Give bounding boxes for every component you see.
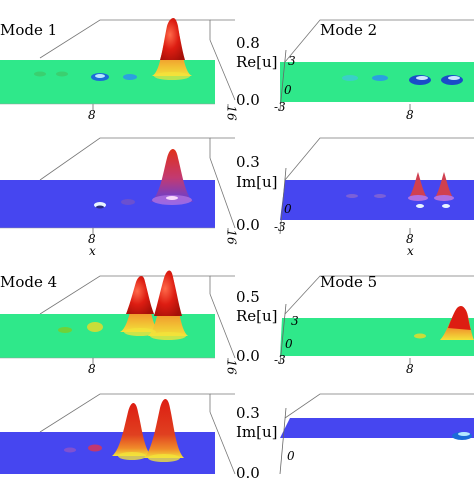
scale-axis-label: Re[u] xyxy=(236,307,278,325)
bump xyxy=(88,444,102,452)
y-tick: -3 xyxy=(274,220,286,234)
bump xyxy=(58,327,72,333)
panel-mode4-im: 0.3 Im[u] 0.0 0 xyxy=(0,378,474,482)
peak xyxy=(150,149,194,202)
peak xyxy=(112,403,152,456)
x-axis-label: x xyxy=(407,244,414,258)
dip xyxy=(123,74,137,80)
x-tick: 8 xyxy=(406,362,414,376)
y-tick: 0 xyxy=(284,202,292,216)
scale-bottom: 0.0 xyxy=(236,91,260,109)
surface-floor xyxy=(280,418,474,438)
mode-label: Mode 4 xyxy=(0,273,58,291)
scale-axis-label: Im[u] xyxy=(236,173,278,191)
scale-top: 0.3 xyxy=(236,404,260,422)
x-tick: 8 xyxy=(88,362,96,376)
peak xyxy=(410,172,426,196)
scale-top: 0.5 xyxy=(236,288,260,306)
bump xyxy=(34,71,46,77)
x-tick: 16 xyxy=(224,229,239,245)
panel-mode1-im: 0.3 Im[u] 0.0 8 16 x 0 -3 8 x xyxy=(0,118,474,258)
x-tick: 8 xyxy=(88,108,96,122)
x-tick: 8 xyxy=(406,108,414,122)
bump xyxy=(87,322,103,332)
panel-mode4-re: Mode 4 0.5 Re[u] 0.0 8 16 Mode 5 3 0 -3 … xyxy=(0,258,474,378)
scale-bottom: 0.0 xyxy=(236,216,260,234)
panel-mode1-re: Mode 1 0.8 Re[u] 0.0 8 16 Mode 2 3 0 -3 … xyxy=(0,0,474,122)
y-tick: -3 xyxy=(274,353,286,367)
surface-floor xyxy=(280,62,474,102)
surface-floor xyxy=(0,432,215,474)
scale-bottom: 0.0 xyxy=(236,464,260,482)
mode-label: Mode 1 xyxy=(0,21,58,39)
surface-mode1-im xyxy=(0,137,474,235)
peak xyxy=(436,172,452,196)
mode-label: Mode 2 xyxy=(320,21,378,39)
y-tick: -3 xyxy=(274,100,286,114)
surface-mode1-re xyxy=(0,18,474,111)
bump xyxy=(56,71,68,77)
surface-mode4-im xyxy=(0,393,474,475)
y-tick: 0 xyxy=(285,337,293,351)
x-axis-label: x xyxy=(89,244,96,258)
scale-top: 0.3 xyxy=(236,153,260,171)
y-tick: 3 xyxy=(288,54,296,68)
surface-mode4-re xyxy=(0,270,474,365)
surface-floor xyxy=(280,318,474,356)
box-edge xyxy=(39,19,211,59)
y-tick: 3 xyxy=(291,314,299,328)
mode-label: Mode 5 xyxy=(320,273,378,291)
y-tick: 0 xyxy=(284,83,292,97)
scale-bottom: 0.0 xyxy=(236,347,260,365)
y-tick: 0 xyxy=(287,449,295,463)
peak xyxy=(144,399,184,458)
x-tick: 8 xyxy=(88,232,96,246)
x-tick: 8 xyxy=(406,232,414,246)
x-tick: 16 xyxy=(224,359,239,375)
scale-axis-label: Im[u] xyxy=(236,423,278,441)
scale-top: 0.8 xyxy=(236,34,260,52)
scale-axis-label: Re[u] xyxy=(236,53,278,71)
surface-floor xyxy=(280,180,474,220)
